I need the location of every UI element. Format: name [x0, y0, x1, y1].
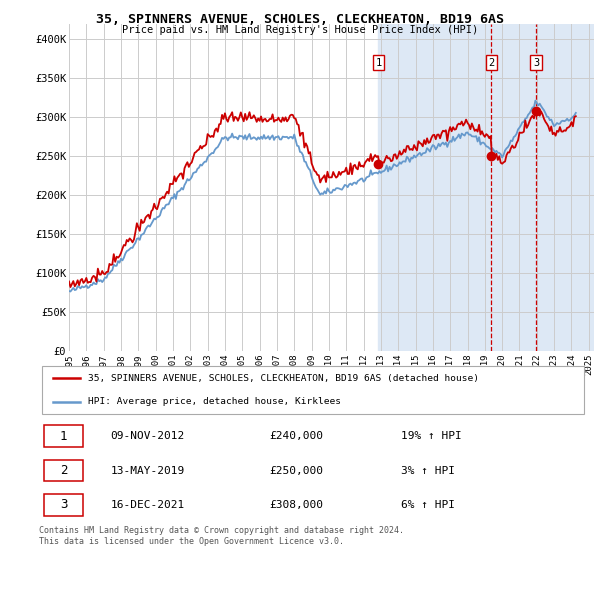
Text: 6% ↑ HPI: 6% ↑ HPI [401, 500, 455, 510]
Text: £250,000: £250,000 [269, 466, 323, 476]
Text: Contains HM Land Registry data © Crown copyright and database right 2024.
This d: Contains HM Land Registry data © Crown c… [39, 526, 404, 546]
Text: 1: 1 [376, 58, 382, 68]
FancyBboxPatch shape [44, 494, 83, 516]
Text: 35, SPINNERS AVENUE, SCHOLES, CLECKHEATON, BD19 6AS: 35, SPINNERS AVENUE, SCHOLES, CLECKHEATO… [96, 13, 504, 26]
Text: 2: 2 [60, 464, 67, 477]
Text: 35, SPINNERS AVENUE, SCHOLES, CLECKHEATON, BD19 6AS (detached house): 35, SPINNERS AVENUE, SCHOLES, CLECKHEATO… [88, 373, 479, 382]
Text: 19% ↑ HPI: 19% ↑ HPI [401, 431, 462, 441]
Text: 3: 3 [533, 58, 539, 68]
Bar [379, 24, 491, 351]
Text: 09-NOV-2012: 09-NOV-2012 [110, 431, 185, 441]
FancyBboxPatch shape [42, 366, 584, 414]
Text: £240,000: £240,000 [269, 431, 323, 441]
Text: 2: 2 [488, 58, 494, 68]
Text: 3% ↑ HPI: 3% ↑ HPI [401, 466, 455, 476]
Bar [491, 24, 536, 351]
Text: Price paid vs. HM Land Registry's House Price Index (HPI): Price paid vs. HM Land Registry's House … [122, 25, 478, 35]
Text: HPI: Average price, detached house, Kirklees: HPI: Average price, detached house, Kirk… [88, 398, 341, 407]
Text: 1: 1 [60, 430, 67, 442]
FancyBboxPatch shape [44, 425, 83, 447]
Text: £308,000: £308,000 [269, 500, 323, 510]
Text: 16-DEC-2021: 16-DEC-2021 [110, 500, 185, 510]
Bar [536, 24, 594, 351]
Text: 3: 3 [60, 499, 67, 512]
Text: 13-MAY-2019: 13-MAY-2019 [110, 466, 185, 476]
FancyBboxPatch shape [44, 460, 83, 481]
